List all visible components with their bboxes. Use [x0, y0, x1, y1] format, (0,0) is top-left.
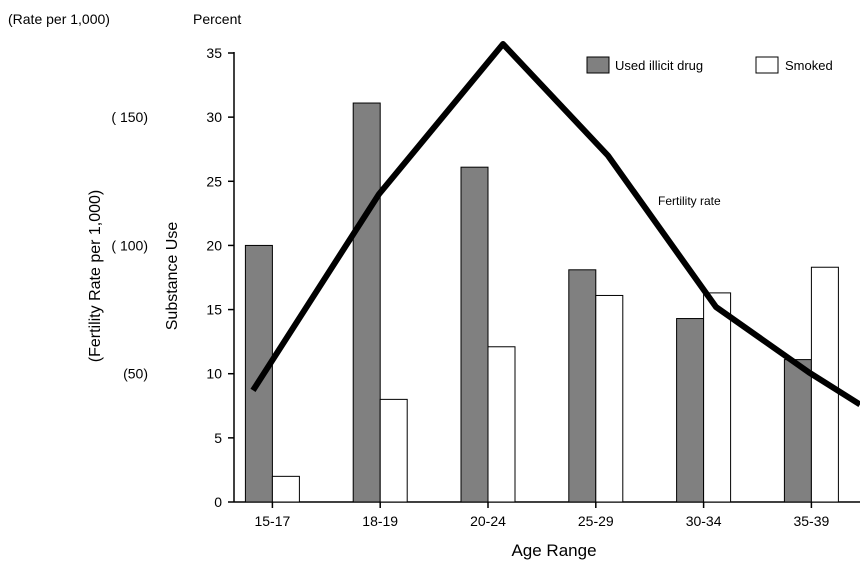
y2-tick-label: ( 150): [111, 109, 148, 125]
y-tick-label: 35: [206, 45, 222, 61]
x-tick-label: 30-34: [686, 513, 722, 529]
bar-smoked: [487, 346, 516, 503]
bar-smoked: [379, 398, 408, 503]
bar-smoked: [271, 475, 300, 503]
y-tick-label: 5: [214, 430, 222, 446]
x-tick-label: 15-17: [254, 513, 290, 529]
y-tick-label: 0: [214, 494, 222, 510]
bar-used-illicit-drug: [568, 269, 597, 503]
x-tick-label: 20-24: [470, 513, 506, 529]
x-tick-label: 18-19: [362, 513, 398, 529]
bar-smoked: [703, 292, 732, 503]
y2-tick-label: (50): [123, 366, 148, 382]
y2-axis-title: (Fertility Rate per 1,000): [87, 190, 104, 363]
fertility-rate-line: [250, 41, 860, 408]
y-tick-label: 25: [206, 173, 222, 189]
bar-used-illicit-drug: [352, 102, 381, 503]
bars: [244, 102, 839, 503]
legend-swatch-smoked: [755, 56, 779, 74]
bar-used-illicit-drug: [676, 318, 705, 503]
y-tick-label: 15: [206, 302, 222, 318]
legend: Used illicit drug Smoked: [586, 56, 833, 74]
y-tick-label: 30: [206, 109, 222, 125]
y-tick-label: 20: [206, 237, 222, 253]
bar-used-illicit-drug: [783, 359, 812, 503]
x-tick-label: 25-29: [578, 513, 614, 529]
bar-used-illicit-drug: [244, 244, 273, 503]
legend-label-used-illicit-drug: Used illicit drug: [615, 58, 703, 73]
axes: [228, 52, 860, 508]
legend-label-smoked: Smoked: [785, 58, 833, 73]
bar-used-illicit-drug: [460, 166, 489, 503]
x-axis-title: Age Range: [511, 541, 596, 560]
labels: 0 5 10 15 20 25 30 35 (50) ( 100) ( 150) 15-17 18-19…: [111, 45, 829, 529]
fertility-line-label: Fertility rate: [658, 194, 721, 208]
y2-tick-label: ( 100): [111, 237, 148, 253]
bar-smoked: [595, 294, 624, 503]
y-tick-label: 10: [206, 366, 222, 382]
fertility-line-group: [250, 41, 860, 408]
y-axis-title: Substance Use: [164, 222, 181, 331]
legend-swatch-used-illicit-drug: [586, 56, 610, 74]
y2-unit-label: (Rate per 1,000): [8, 11, 110, 27]
y-unit-label: Percent: [193, 11, 241, 27]
x-tick-label: 35-39: [793, 513, 829, 529]
